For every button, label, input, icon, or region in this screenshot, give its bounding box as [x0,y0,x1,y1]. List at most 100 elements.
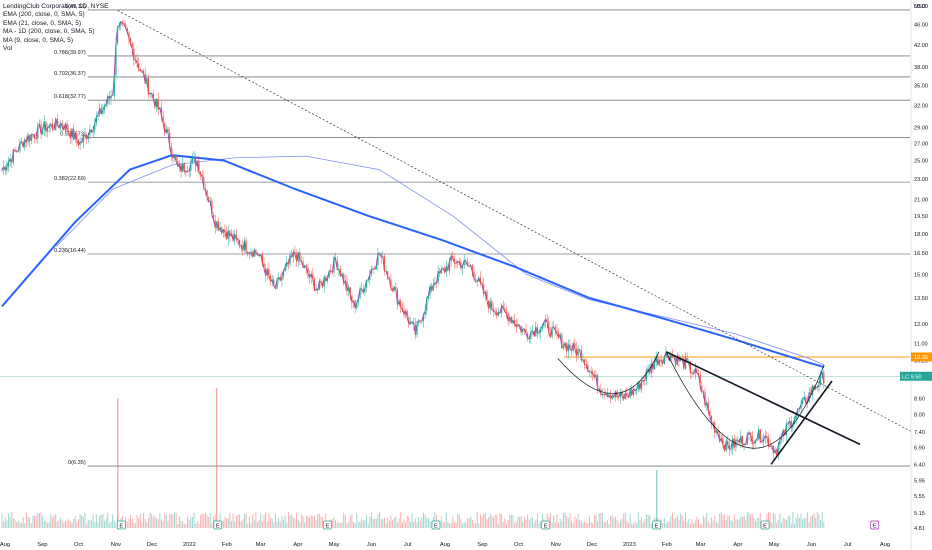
volume-bar [144,518,146,528]
candle-body [489,301,491,309]
legend-ema21[interactable]: EMA (21, close, 0, SMA, 5) [3,19,82,27]
candle-body [46,127,49,132]
volume-bar [525,519,527,528]
candle-body [79,141,81,145]
volume-bar [782,517,784,528]
candle-body [138,63,140,70]
legend-ma9[interactable]: MA (9, close, 0, SMA, 5) [3,36,74,44]
volume-bar [688,519,690,528]
volume-bar [95,514,97,528]
drawings [117,10,913,465]
candle-body [455,262,457,264]
volume-bar [76,521,78,528]
volume-bar [494,514,496,528]
candle-body [505,311,508,314]
candle-body [636,389,638,391]
volume-bar [344,515,346,528]
time-tick: Jun [367,542,376,548]
volume-bar [226,518,228,528]
candle-body [424,311,426,315]
volume-bar [159,512,161,528]
volume-bar [73,518,75,528]
volume-bar [188,519,190,528]
candle-body [307,267,309,274]
candle-body [538,332,540,334]
volume-bar [603,521,605,528]
candle-body [318,280,320,291]
volume-bar [675,517,677,528]
candle-body [720,438,722,442]
candle-body [569,344,571,349]
candle-body [797,408,799,415]
candle-body [492,309,495,312]
candle-body [51,123,54,129]
candle-body [336,260,338,270]
candle-body [131,43,133,49]
time-tick: Nov [111,542,121,548]
candle-body [388,277,390,280]
volume-bar [331,518,333,528]
volume-bar [11,512,13,528]
volume-bar [698,519,700,528]
volume-bar [43,520,45,528]
legend-vol[interactable]: Vol [3,45,13,53]
volume-bar [134,523,136,528]
volume-bar [429,520,431,528]
candle-body [383,256,386,272]
volume-bar [204,512,206,528]
volume-bar [572,523,574,528]
volume-bar [510,514,512,528]
candle-body [190,163,192,171]
volume-bar [811,515,813,528]
candle-body [209,200,211,202]
candle-body [50,123,52,126]
legend-ema200[interactable]: EMA (200, close, 0, SMA, 5) [3,11,85,19]
volume-bar [403,519,405,528]
volume-bar [712,520,714,528]
candle-body [663,356,665,364]
candle-body [304,265,306,268]
candle-body [248,252,250,254]
volume-bar [351,513,353,528]
volume-bar [686,521,688,528]
candle-body [561,334,563,349]
candle-body [487,300,490,309]
candle-body [795,414,797,420]
volume-bar [278,518,280,528]
candle-body [387,271,389,278]
volume-bar [292,517,294,528]
volume-bar [141,521,143,528]
candle-body [670,355,672,361]
volume-bar [178,516,180,528]
candle-body [626,392,628,396]
price-tick: 11.00 [914,342,928,348]
price-tick: 19.50 [914,214,928,220]
candle-body [94,122,96,131]
candle-body [772,445,774,454]
candle-body [647,369,649,371]
time-tick: Dec [147,542,157,548]
candle-body [579,349,581,350]
volume-bar [45,520,47,528]
candle-body [369,274,371,280]
candle-body [655,356,657,363]
volume-bar [523,516,525,528]
volume-bar [300,514,302,528]
volume-bar [343,512,345,528]
volume-bar [649,515,651,528]
candle-body [302,261,304,268]
volume-bar [266,521,268,528]
candle-body [416,323,418,336]
volume-bar [740,516,742,528]
candle-body [606,393,608,398]
candle-body [195,157,197,167]
volume-bar [536,513,538,528]
candle-body [689,361,691,373]
candle-body [317,288,319,291]
time-tick: Aug [880,542,890,548]
candle-body [426,298,428,312]
legend-ma200[interactable]: MA - 1D (200, close, 0, SMA, 5) [3,28,95,36]
candle-body [572,343,574,351]
